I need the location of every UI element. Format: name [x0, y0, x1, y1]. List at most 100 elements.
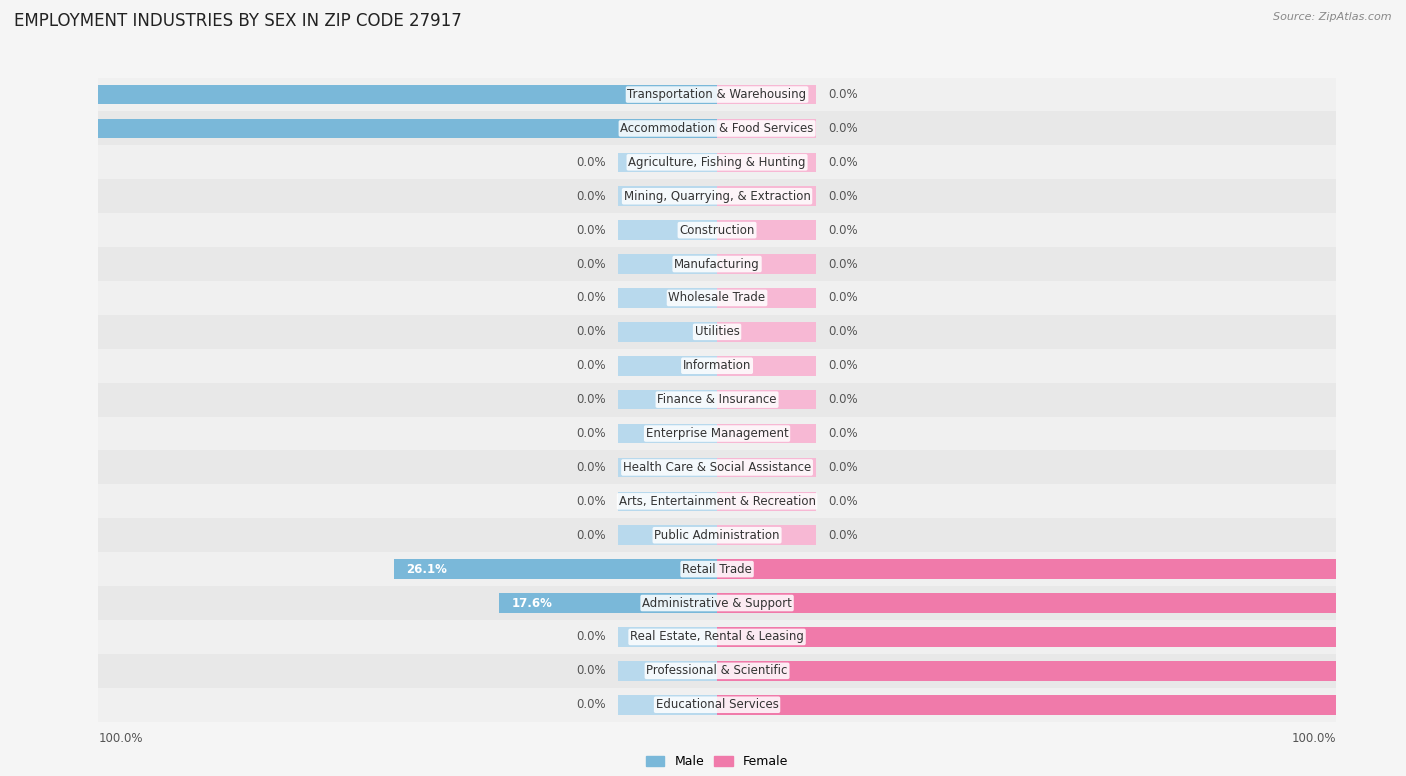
- Bar: [98, 484, 1336, 518]
- Text: 100.0%: 100.0%: [98, 732, 143, 745]
- Bar: [717, 458, 815, 477]
- Bar: [619, 424, 717, 443]
- Text: Finance & Insurance: Finance & Insurance: [658, 393, 776, 406]
- Bar: [717, 220, 815, 240]
- Text: 0.0%: 0.0%: [828, 190, 858, 203]
- Text: Construction: Construction: [679, 223, 755, 237]
- Bar: [717, 559, 1406, 579]
- Bar: [0, 119, 717, 138]
- Text: 0.0%: 0.0%: [828, 461, 858, 474]
- Bar: [98, 417, 1336, 451]
- Bar: [98, 383, 1336, 417]
- Bar: [98, 213, 1336, 247]
- Text: Retail Trade: Retail Trade: [682, 563, 752, 576]
- Bar: [619, 186, 717, 206]
- Bar: [717, 661, 1406, 681]
- Text: 0.0%: 0.0%: [576, 156, 606, 169]
- Text: 0.0%: 0.0%: [828, 156, 858, 169]
- Bar: [98, 281, 1336, 315]
- Bar: [717, 695, 1406, 715]
- Bar: [619, 390, 717, 410]
- Bar: [98, 688, 1336, 722]
- Text: 0.0%: 0.0%: [576, 292, 606, 304]
- Text: 0.0%: 0.0%: [576, 461, 606, 474]
- Text: Information: Information: [683, 359, 751, 372]
- Text: Transportation & Warehousing: Transportation & Warehousing: [627, 88, 807, 101]
- Bar: [98, 315, 1336, 348]
- Bar: [717, 390, 815, 410]
- Text: Agriculture, Fishing & Hunting: Agriculture, Fishing & Hunting: [628, 156, 806, 169]
- Text: EMPLOYMENT INDUSTRIES BY SEX IN ZIP CODE 27917: EMPLOYMENT INDUSTRIES BY SEX IN ZIP CODE…: [14, 12, 461, 29]
- Bar: [98, 518, 1336, 553]
- Bar: [98, 78, 1336, 112]
- Text: Educational Services: Educational Services: [655, 698, 779, 712]
- Bar: [717, 322, 815, 341]
- Bar: [619, 695, 717, 715]
- Bar: [619, 255, 717, 274]
- Text: 26.1%: 26.1%: [406, 563, 447, 576]
- Text: 0.0%: 0.0%: [576, 393, 606, 406]
- Text: 0.0%: 0.0%: [576, 664, 606, 677]
- Text: 0.0%: 0.0%: [576, 427, 606, 440]
- Text: 17.6%: 17.6%: [512, 597, 553, 609]
- Text: 100.0%: 100.0%: [1291, 732, 1336, 745]
- Bar: [98, 553, 1336, 586]
- Bar: [619, 356, 717, 376]
- Text: Wholesale Trade: Wholesale Trade: [668, 292, 766, 304]
- Bar: [717, 356, 815, 376]
- Bar: [619, 220, 717, 240]
- Bar: [499, 593, 717, 613]
- Text: 0.0%: 0.0%: [828, 223, 858, 237]
- Bar: [717, 491, 815, 511]
- Text: Accommodation & Food Services: Accommodation & Food Services: [620, 122, 814, 135]
- Bar: [717, 525, 815, 545]
- Bar: [619, 627, 717, 646]
- Text: 0.0%: 0.0%: [828, 495, 858, 508]
- Bar: [394, 559, 717, 579]
- Text: 0.0%: 0.0%: [828, 427, 858, 440]
- Text: 0.0%: 0.0%: [576, 359, 606, 372]
- Text: 0.0%: 0.0%: [576, 258, 606, 271]
- Text: 0.0%: 0.0%: [828, 122, 858, 135]
- Text: Manufacturing: Manufacturing: [675, 258, 759, 271]
- Bar: [619, 153, 717, 172]
- Bar: [717, 255, 815, 274]
- Text: 0.0%: 0.0%: [576, 223, 606, 237]
- Bar: [619, 491, 717, 511]
- Bar: [717, 153, 815, 172]
- Bar: [619, 525, 717, 545]
- Text: 0.0%: 0.0%: [828, 88, 858, 101]
- Bar: [98, 348, 1336, 383]
- Bar: [619, 322, 717, 341]
- Bar: [717, 627, 1406, 646]
- Bar: [717, 119, 815, 138]
- Text: Arts, Entertainment & Recreation: Arts, Entertainment & Recreation: [619, 495, 815, 508]
- Text: 0.0%: 0.0%: [828, 393, 858, 406]
- Bar: [717, 424, 815, 443]
- Text: 0.0%: 0.0%: [576, 630, 606, 643]
- Bar: [98, 179, 1336, 213]
- Bar: [717, 85, 815, 105]
- Bar: [619, 661, 717, 681]
- Text: Professional & Scientific: Professional & Scientific: [647, 664, 787, 677]
- Text: Mining, Quarrying, & Extraction: Mining, Quarrying, & Extraction: [624, 190, 810, 203]
- Text: Enterprise Management: Enterprise Management: [645, 427, 789, 440]
- Bar: [98, 247, 1336, 281]
- Text: Utilities: Utilities: [695, 325, 740, 338]
- Bar: [717, 186, 815, 206]
- Text: 0.0%: 0.0%: [576, 190, 606, 203]
- Text: 0.0%: 0.0%: [828, 258, 858, 271]
- Text: 0.0%: 0.0%: [828, 292, 858, 304]
- Text: 0.0%: 0.0%: [828, 528, 858, 542]
- Text: Administrative & Support: Administrative & Support: [643, 597, 792, 609]
- Text: 0.0%: 0.0%: [828, 325, 858, 338]
- Text: 0.0%: 0.0%: [828, 359, 858, 372]
- Bar: [717, 593, 1406, 613]
- Text: Health Care & Social Assistance: Health Care & Social Assistance: [623, 461, 811, 474]
- Text: Real Estate, Rental & Leasing: Real Estate, Rental & Leasing: [630, 630, 804, 643]
- Text: 0.0%: 0.0%: [576, 325, 606, 338]
- Text: 0.0%: 0.0%: [576, 698, 606, 712]
- Bar: [98, 620, 1336, 654]
- Bar: [98, 586, 1336, 620]
- Bar: [98, 112, 1336, 145]
